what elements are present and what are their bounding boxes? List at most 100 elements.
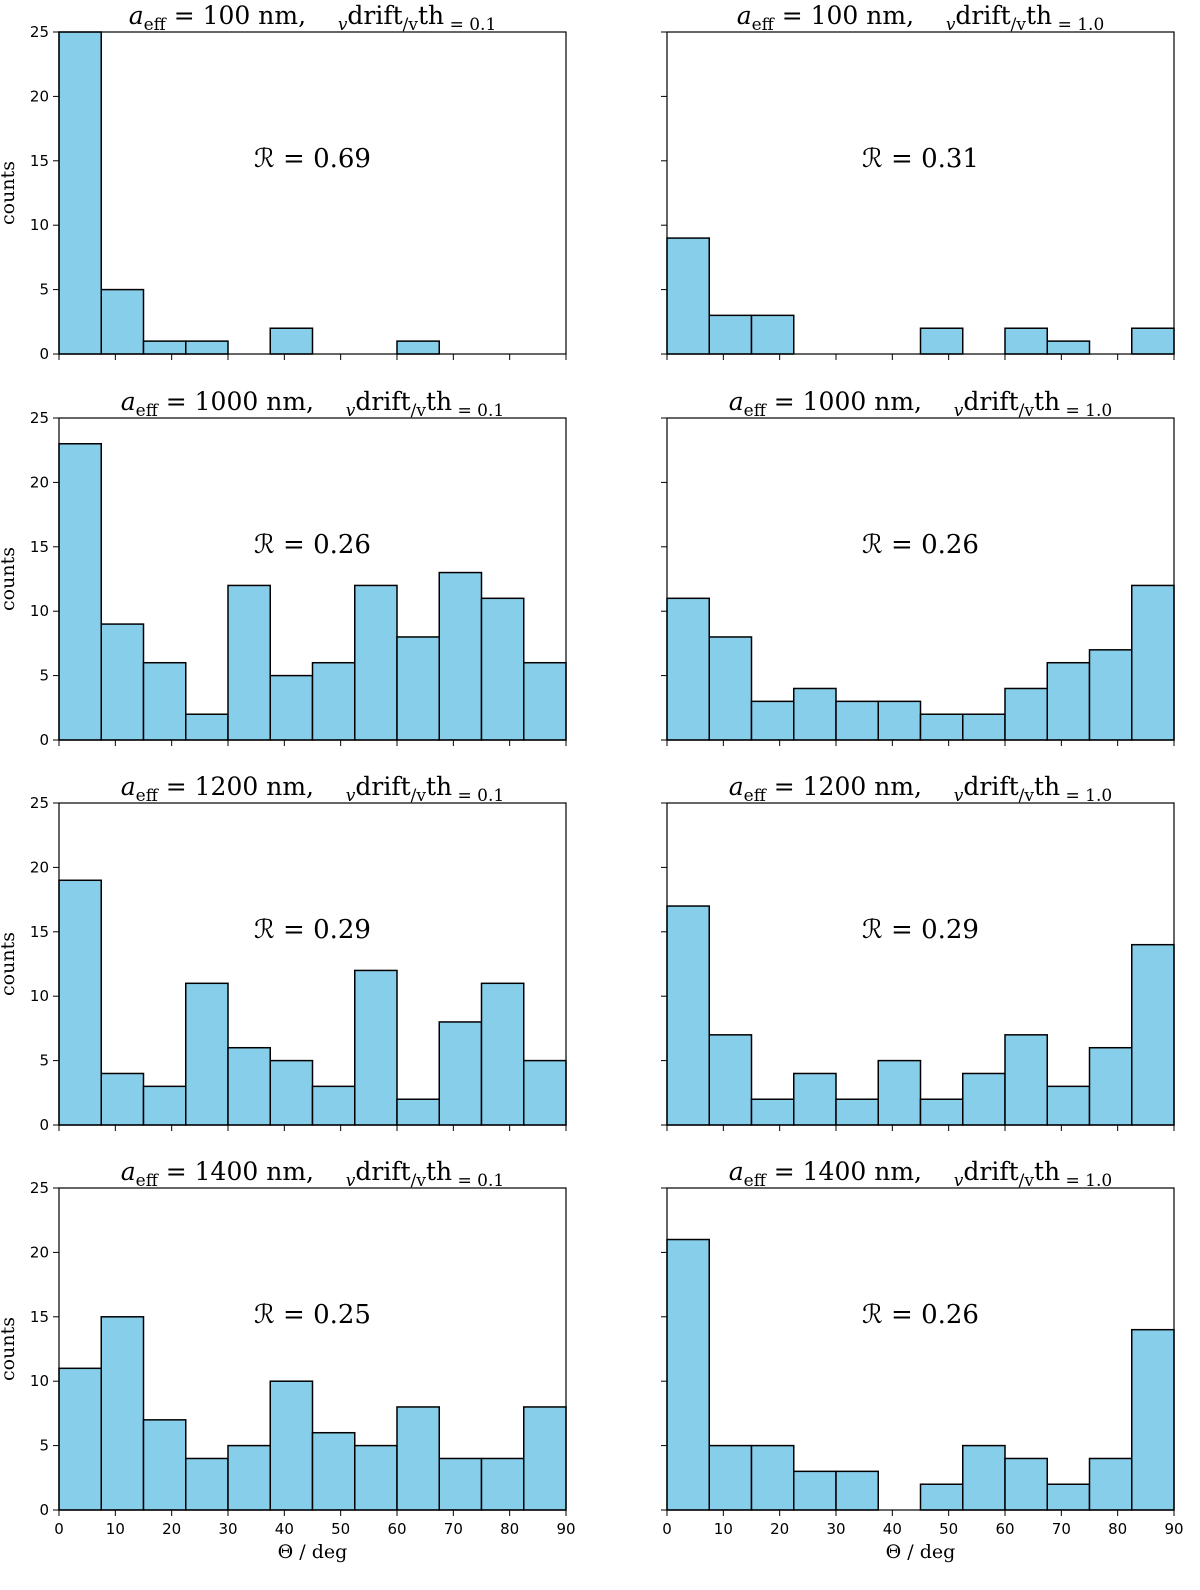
bar: [100, 1316, 145, 1511]
title-text: = 1400 nm,: [766, 1157, 954, 1186]
bar: [919, 1098, 964, 1126]
x-tick-label: 70: [444, 1520, 463, 1538]
x-tick-label: 30: [826, 1520, 845, 1538]
x-tick-label: 90: [1164, 1520, 1183, 1538]
plot-frame: [666, 31, 1175, 355]
y-tick-label: 20: [30, 87, 49, 105]
x-tick-label: 60: [387, 1520, 406, 1538]
title-subscript: v: [338, 15, 348, 35]
y-axis-label: counts: [0, 547, 19, 611]
title-text: th: [426, 387, 452, 416]
x-tick-label: 80: [500, 1520, 519, 1538]
title-subscript: /v: [403, 15, 419, 35]
bar: [438, 1021, 483, 1126]
y-tick-label: 5: [39, 667, 49, 685]
panel-title: aeff = 100 nm, vdrift/vth = 1.0: [737, 1, 1105, 35]
y-tick-label: 10: [30, 602, 49, 620]
title-text: th: [426, 772, 452, 801]
panel-title: aeff = 100 nm, vdrift/vth = 0.1: [129, 1, 497, 35]
title-subscript: eff: [136, 786, 160, 806]
bar: [142, 340, 187, 355]
title-subscript: /v: [411, 401, 427, 421]
title-subscript: v: [346, 1171, 356, 1191]
title-text: a: [729, 772, 744, 801]
title-subscript: /v: [411, 1171, 427, 1191]
plot-frame: [58, 31, 567, 355]
title-subscript: v: [346, 786, 356, 806]
title-text: drift: [963, 1157, 1018, 1186]
bar: [962, 713, 1006, 741]
title-subscript: /v: [1011, 15, 1027, 35]
panel-title: aeff = 1400 nm, vdrift/vth = 1.0: [729, 1157, 1112, 1191]
bar: [438, 571, 483, 741]
plot-frame: [666, 417, 1175, 741]
bar: [269, 1380, 314, 1511]
bar: [1004, 1457, 1048, 1511]
bar: [58, 31, 102, 355]
x-tick-label: 70: [1052, 1520, 1071, 1538]
title-subscript: = 1.0: [1052, 15, 1104, 35]
bar: [269, 1059, 314, 1126]
panel: 0 5 10 15 20 25 aeff = 1200 nm, vdrift/vth = 0…: [0, 772, 567, 1134]
title-text: = 1200 nm,: [158, 772, 346, 801]
x-tick-label: 90: [556, 1520, 575, 1538]
y-tick-label: 0: [39, 345, 49, 363]
bar: [666, 237, 710, 355]
bar: [750, 1444, 795, 1511]
bar: [58, 443, 102, 741]
x-tick-label: 80: [1108, 1520, 1127, 1538]
y-tick-label: 25: [30, 23, 49, 41]
title-text: a: [121, 772, 136, 801]
y-tick-label: 5: [39, 281, 49, 299]
panel: aeff = 1000 nm, vdrift/vth = 1.0 ℛ = 0.26: [661, 387, 1175, 746]
y-axis-label: counts: [0, 161, 19, 225]
bar: [962, 1072, 1006, 1126]
title-subscript: = 1.0: [1060, 1171, 1112, 1191]
annotation: ℛ = 0.26: [254, 530, 371, 560]
bar: [835, 700, 879, 741]
x-tick-label: 20: [162, 1520, 181, 1538]
bar: [1004, 687, 1048, 741]
title-subscript: eff: [136, 1171, 160, 1191]
y-tick-label: 5: [39, 1437, 49, 1455]
annotation: ℛ = 0.25: [254, 1300, 371, 1330]
bar: [227, 1046, 271, 1126]
bar: [1131, 327, 1175, 355]
bar: [311, 1085, 356, 1126]
bar: [1046, 661, 1091, 741]
x-tick-label: 10: [106, 1520, 125, 1538]
panel-title: aeff = 1200 nm, vdrift/vth = 1.0: [729, 772, 1112, 806]
title-text: drift: [963, 772, 1018, 801]
plot-frame: [58, 417, 567, 741]
annotation: ℛ = 0.31: [862, 144, 979, 174]
title-text: th: [1034, 1157, 1060, 1186]
bar: [269, 674, 314, 741]
bar: [666, 597, 710, 741]
title-text: = 100 nm,: [774, 1, 946, 30]
bar: [185, 713, 229, 741]
y-tick-label: 10: [30, 987, 49, 1005]
bar: [793, 1470, 837, 1511]
panel-title: aeff = 1000 nm, vdrift/vth = 0.1: [121, 387, 504, 421]
bar: [480, 1457, 525, 1511]
title-subscript: eff: [744, 1171, 768, 1191]
bar: [396, 636, 440, 741]
bar: [523, 661, 567, 741]
title-subscript: = 1.0: [1060, 401, 1112, 421]
y-tick-label: 10: [30, 216, 49, 234]
bar: [835, 1098, 879, 1126]
bar: [1088, 1457, 1133, 1511]
bar: [58, 1367, 102, 1511]
bar: [311, 661, 356, 741]
bar: [750, 1098, 795, 1126]
title-subscript: = 1.0: [1060, 786, 1112, 806]
bar: [1046, 340, 1091, 355]
panel: 0 5 10 15 20 25 aeff = 100 nm, vdrift/vth = 0.…: [0, 1, 567, 363]
bar: [919, 327, 964, 355]
title-subscript: eff: [744, 401, 768, 421]
annotation: ℛ = 0.69: [254, 144, 371, 174]
bar: [354, 1444, 398, 1511]
bar: [1046, 1483, 1091, 1511]
y-tick-label: 0: [39, 731, 49, 749]
